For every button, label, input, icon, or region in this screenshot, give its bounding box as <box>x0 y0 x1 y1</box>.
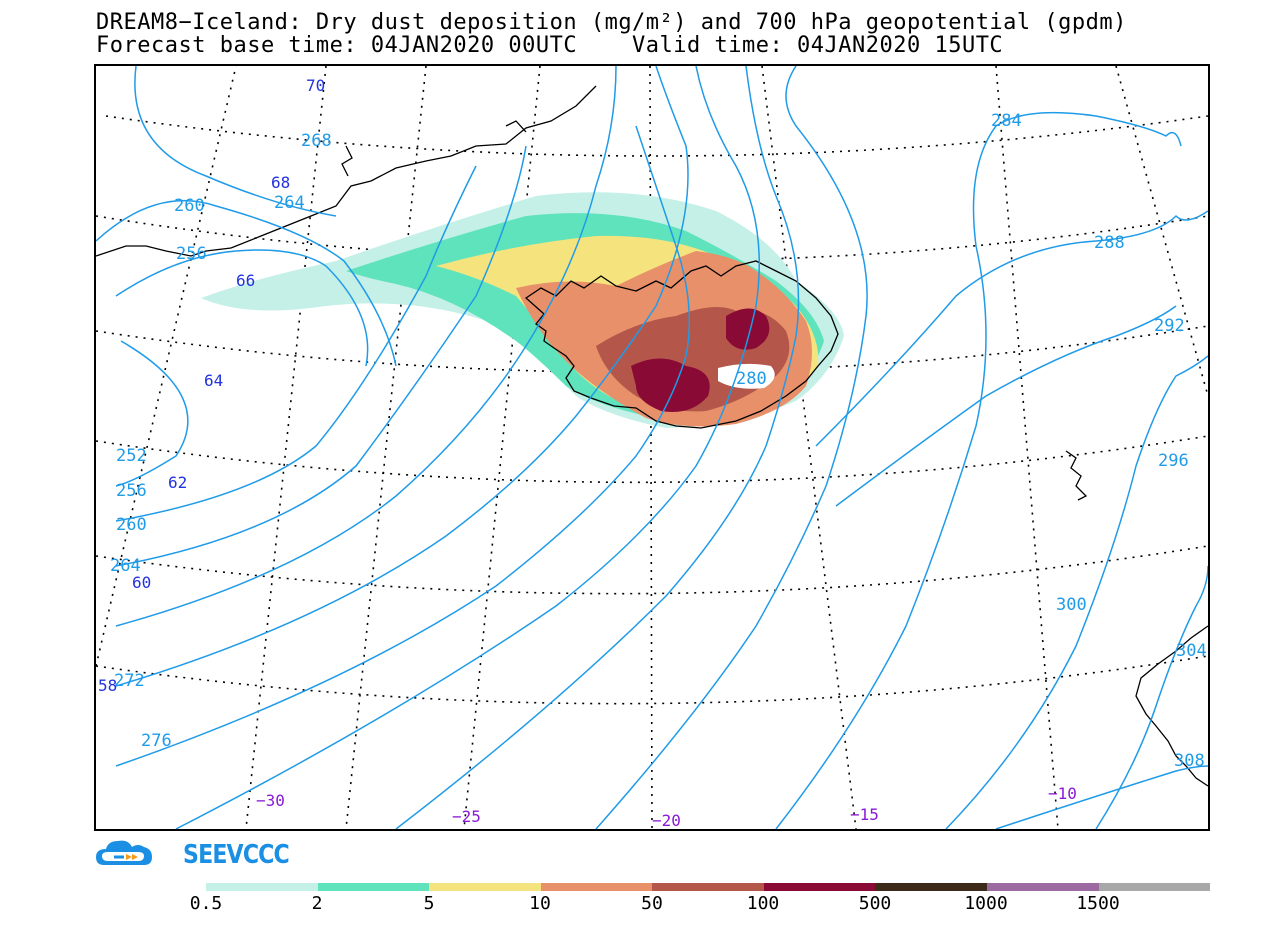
contour-280-fill <box>718 363 775 389</box>
colorbar-label: 1500 <box>1076 893 1120 914</box>
title-line-2: Forecast base time: 04JAN2020 00UTC Vali… <box>96 33 1004 58</box>
contour-label: 280 <box>736 369 767 389</box>
lat-label: 58 <box>98 676 117 695</box>
contour-label: 308 <box>1174 751 1205 771</box>
contour-label: 304 <box>1176 641 1207 661</box>
dust-level-100 <box>631 358 710 412</box>
colorbar-swatch <box>317 883 430 891</box>
contour-label: 276 <box>141 731 172 751</box>
contour-label: 256 <box>176 244 207 264</box>
lon-label: −20 <box>652 811 681 829</box>
contour-label: 288 <box>1094 233 1125 253</box>
contour-label: 256 <box>116 481 147 501</box>
contour-label: 300 <box>1056 595 1087 615</box>
colorbar <box>206 883 1211 891</box>
contour-label: 264 <box>110 556 141 576</box>
dust-level-100-b <box>726 308 770 350</box>
lat-label: 64 <box>204 371 223 390</box>
colorbar-label: 100 <box>746 893 780 914</box>
colorbar-swatch <box>763 883 876 891</box>
contour-label: 264 <box>274 193 305 213</box>
lon-label: −30 <box>256 791 285 810</box>
contour-label: 284 <box>991 111 1022 131</box>
colorbar-label: 1000 <box>964 893 1008 914</box>
lon-label: −10 <box>1048 784 1077 803</box>
colorbar-swatch <box>986 883 1099 891</box>
colorbar-label: 10 <box>529 893 551 914</box>
lat-label: 68 <box>271 173 290 192</box>
colorbar-swatch <box>206 883 318 891</box>
colorbar-label: 2 <box>311 893 323 914</box>
lat-label: 70 <box>306 76 325 95</box>
lon-labels: −30 −25 −20 −15 −10 <box>256 784 1077 829</box>
map-svg: 268 264 260 256 252 256 260 264 272 276 … <box>96 66 1208 829</box>
contour-label: 268 <box>301 131 332 151</box>
contour-labels: 268 264 260 256 252 256 260 264 272 276 … <box>110 111 1207 771</box>
logo-text: SEEVCCC <box>183 840 290 870</box>
lon-label: −15 <box>850 805 879 824</box>
lat-labels: 70 68 66 64 62 60 58 <box>98 76 325 695</box>
colorbar-label: 0.5 <box>189 893 223 914</box>
coastline-iceland <box>524 260 839 429</box>
colorbar-label: 50 <box>641 893 663 914</box>
contour-label: 296 <box>1158 451 1189 471</box>
lat-label: 66 <box>236 271 255 290</box>
map-panel: 268 264 260 256 252 256 260 264 272 276 … <box>94 64 1210 831</box>
contour-label: 292 <box>1154 316 1185 336</box>
contour-label: 260 <box>116 515 147 535</box>
dust-field <box>201 192 844 428</box>
seevccc-logo <box>96 840 152 865</box>
meridians <box>96 66 1208 829</box>
contour-label: 272 <box>114 671 145 691</box>
contour-label: 252 <box>116 446 147 466</box>
lon-label: −25 <box>452 807 481 826</box>
contour-label: 260 <box>174 196 205 216</box>
colorbar-swatch <box>652 883 764 891</box>
lat-label: 62 <box>168 473 187 492</box>
colorbar-swatch <box>429 883 541 891</box>
coastline-greenland <box>96 85 597 257</box>
colorbar-swatch <box>875 883 987 891</box>
colorbar-label: 500 <box>858 893 892 914</box>
title-line-1: DREAM8−Iceland: Dry dust deposition (mg/… <box>96 10 1127 35</box>
colorbar-label: 5 <box>423 893 435 914</box>
colorbar-swatch <box>540 883 653 891</box>
geopotential-contours <box>96 66 1208 829</box>
faroe-islands <box>1065 450 1088 501</box>
lat-label: 60 <box>132 573 151 592</box>
colorbar-swatch <box>1098 883 1211 891</box>
